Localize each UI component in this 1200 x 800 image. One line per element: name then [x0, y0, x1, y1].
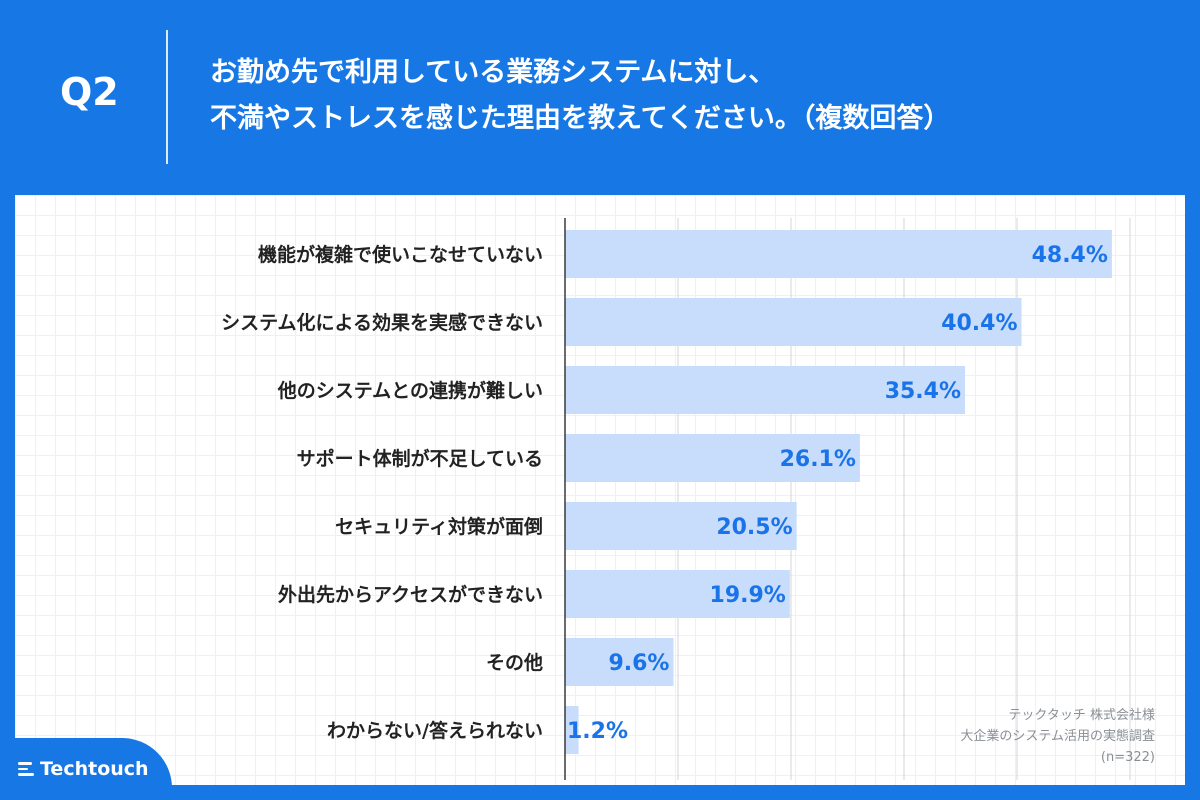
question-text: お勤め先で利用している業務システムに対し、 不満やストレスを感じた理由を教えてく…	[210, 50, 950, 142]
bar	[565, 230, 1112, 278]
bar	[565, 298, 1022, 346]
source-line-3: (n=322)	[1100, 750, 1155, 765]
category-label: その他	[486, 651, 543, 674]
bar	[565, 434, 860, 482]
value-label: 20.5%	[716, 515, 792, 540]
value-label: 48.4%	[1032, 243, 1108, 268]
chart-panel: 機能が複雑で使いこなせていない 48.4% システム化による効果を実感できない 40.…	[15, 195, 1185, 785]
header-divider	[166, 30, 168, 164]
logo-text: Techtouch	[40, 758, 149, 780]
logo-tab	[0, 738, 172, 800]
brand-logo: Techtouch	[18, 758, 149, 780]
source-line-2: 大企業のシステム活用の実態調査	[960, 729, 1155, 744]
category-label: 他のシステムとの連携が難しい	[277, 379, 543, 402]
question-header: Q2 お勤め先で利用している業務システムに対し、 不満やストレスを感じた理由を教…	[0, 0, 1200, 195]
source-note: テックタッチ 株式会社様 大企業のシステム活用の実態調査 (n=322)	[960, 705, 1155, 768]
value-label: 26.1%	[780, 447, 856, 472]
category-label: セキュリティ対策が面倒	[335, 515, 543, 538]
category-label: 外出先からアクセスができない	[278, 583, 543, 606]
question-number: Q2	[60, 70, 119, 114]
bar	[565, 570, 790, 618]
value-label: 19.9%	[710, 583, 786, 608]
value-label: 1.2%	[567, 719, 628, 744]
bar	[565, 638, 674, 686]
category-label: サポート体制が不足している	[297, 447, 543, 470]
category-label: システム化による効果を実感できない	[221, 311, 543, 334]
bar	[565, 502, 797, 550]
question-line-1: お勤め先で利用している業務システムに対し、	[210, 57, 776, 88]
techtouch-logo-icon	[18, 762, 34, 776]
value-label: 9.6%	[608, 651, 669, 676]
bar	[565, 366, 966, 414]
category-label: わからない/答えられない	[327, 719, 543, 742]
bar	[565, 706, 579, 754]
source-line-1: テックタッチ 株式会社様	[1008, 708, 1155, 723]
question-line-2: 不満やストレスを感じた理由を教えてください。（複数回答）	[210, 103, 951, 134]
value-label: 35.4%	[885, 379, 961, 404]
category-label: 機能が複雑で使いこなせていない	[258, 243, 543, 266]
value-label: 40.4%	[941, 311, 1017, 336]
bar-chart: 機能が複雑で使いこなせていない 48.4% システム化による効果を実感できない 40.…	[221, 218, 1131, 780]
